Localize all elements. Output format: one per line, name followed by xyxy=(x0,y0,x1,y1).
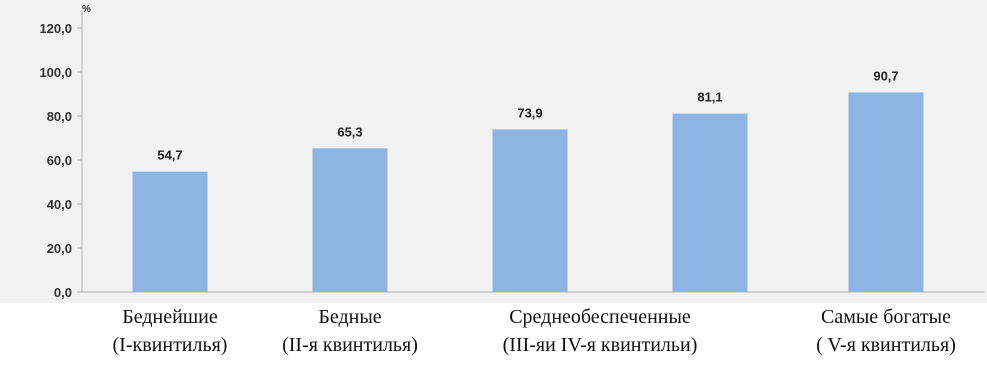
bar-value-label: 54,7 xyxy=(157,148,182,163)
y-tick-label: 120,0 xyxy=(39,21,72,36)
y-unit-label: % xyxy=(82,4,91,15)
category-label: Самые богатые xyxy=(821,306,951,328)
category-label: ( V-я квинтилья) xyxy=(816,334,956,356)
category-label: Беднейшие xyxy=(122,306,218,328)
data-labels: 54,7 65,3 73,9 81,1 90,7 xyxy=(157,68,898,162)
category-label: (I-квинтилья) xyxy=(113,334,228,356)
bars xyxy=(132,92,924,293)
category-label: Бедные xyxy=(318,306,381,328)
bar xyxy=(492,129,568,292)
bar-value-label: 90,7 xyxy=(873,68,898,83)
category-labels: Беднейшие (I-квинтилья) Бедные (II-я квинти… xyxy=(113,306,956,356)
bar-value-label: 81,1 xyxy=(697,90,722,105)
category-label: (II-я квинтилья) xyxy=(282,334,418,356)
bar xyxy=(848,92,924,293)
bar xyxy=(312,148,388,292)
y-tick-label: 0,0 xyxy=(54,285,72,300)
category-label: Среднеобеспеченные xyxy=(509,306,691,328)
y-tick-label: 20,0 xyxy=(47,241,72,256)
y-tick-label: 40,0 xyxy=(47,197,72,212)
y-tick-label: 80,0 xyxy=(47,109,72,124)
bar-value-label: 73,9 xyxy=(517,105,542,120)
y-tick-label: 60,0 xyxy=(47,153,72,168)
y-tick-label: 100,0 xyxy=(39,65,72,80)
bar-value-label: 65,3 xyxy=(337,124,362,139)
bar xyxy=(132,171,208,292)
category-label: (III-яи IV-я квинтильи) xyxy=(503,334,698,356)
bar xyxy=(672,113,748,292)
